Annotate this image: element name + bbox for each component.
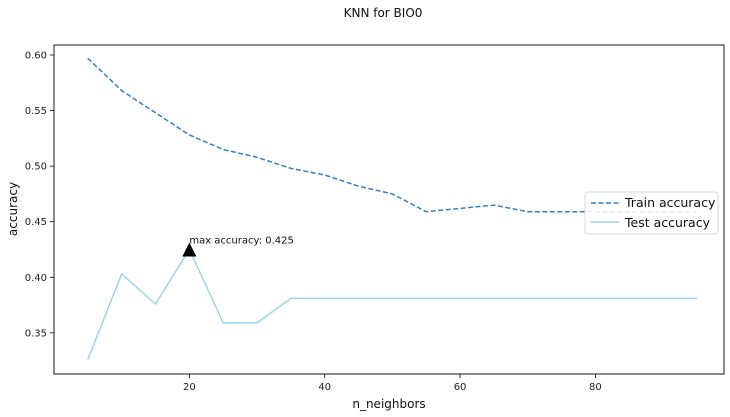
y-tick-label: 0.55 [25, 106, 47, 117]
max-accuracy-marker [182, 242, 197, 257]
chart-title: KNN for BIO0 [344, 6, 423, 20]
legend-label-train: Train accuracy [624, 195, 716, 210]
y-tick-label: 0.40 [25, 273, 47, 284]
y-axis-label: accuracy [6, 182, 20, 236]
legend-label-test: Test accuracy [624, 215, 711, 230]
y-tick-label: 0.45 [25, 217, 47, 228]
y-tick-label: 0.50 [25, 162, 47, 173]
x-axis-label: n_neighbors [352, 397, 425, 411]
y-tick-label: 0.35 [25, 328, 47, 339]
x-tick-label: 40 [318, 382, 331, 393]
y-axis-ticks: 0.35 0.40 0.45 0.50 0.55 0.60 [25, 51, 54, 339]
series-line-train [87, 57, 697, 213]
x-tick-label: 60 [454, 382, 467, 393]
x-axis-ticks: 20 40 60 80 [183, 374, 602, 393]
plot-frame [53, 44, 725, 375]
x-tick-label: 20 [183, 382, 196, 393]
max-accuracy-annotation: max accuracy: 0.425 [189, 236, 294, 247]
y-tick-label: 0.60 [25, 51, 47, 62]
series-line-test [87, 247, 697, 360]
legend: Train accuracy Test accuracy [584, 191, 719, 235]
x-tick-label: 80 [589, 382, 602, 393]
